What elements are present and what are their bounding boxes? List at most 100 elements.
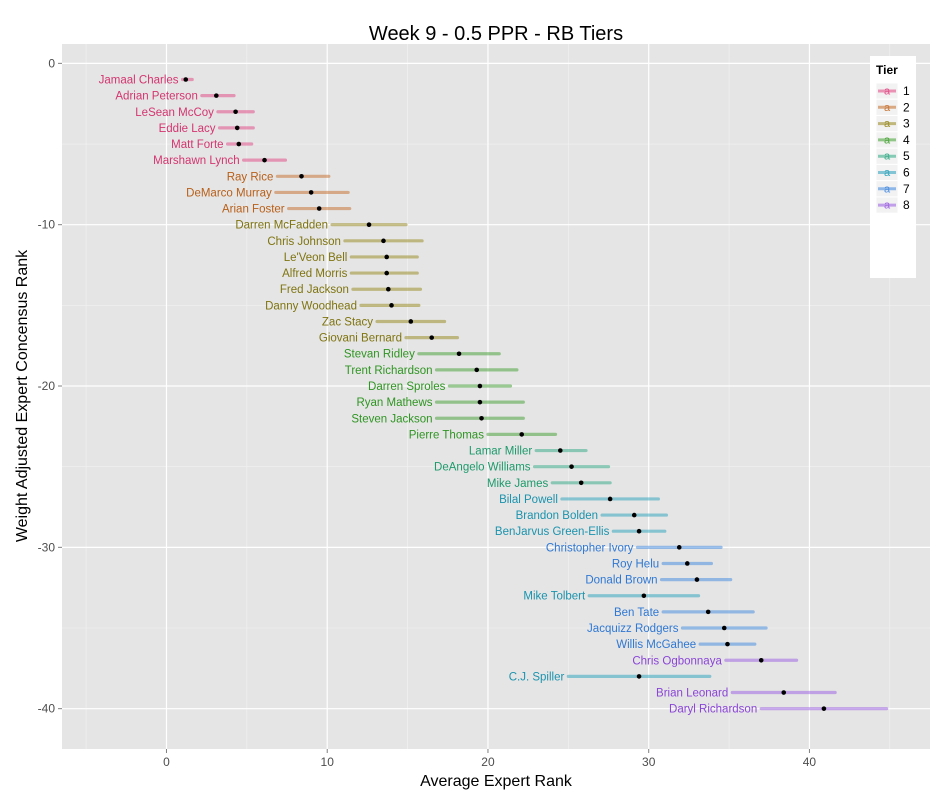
legend-label: 5 <box>903 149 910 163</box>
y-tick-label: -40 <box>38 702 56 716</box>
player-point <box>705 609 711 615</box>
y-tick-label: -30 <box>38 540 56 554</box>
player-point <box>479 415 484 421</box>
player-label: Brandon Bolden <box>516 510 598 522</box>
player-label: Willis McGahee <box>616 639 696 651</box>
player-point <box>557 448 563 453</box>
player-point <box>262 157 267 163</box>
player-point <box>821 706 827 711</box>
player-point <box>578 480 584 486</box>
player-point <box>477 399 483 405</box>
player-label: Le'Veon Bell <box>284 252 348 264</box>
player-label: Ben Tate <box>614 607 659 619</box>
player-label: Brian Leonard <box>656 688 728 700</box>
player-label: Matt Forte <box>171 139 223 151</box>
player-point <box>316 206 322 211</box>
player-point <box>183 77 189 82</box>
player-label: Arian Foster <box>222 204 285 216</box>
player-label: Mike Tolbert <box>523 591 586 603</box>
player-point <box>607 496 613 502</box>
player-label: C.J. Spiller <box>509 671 565 683</box>
player-label: Steven Jackson <box>351 413 432 425</box>
legend-key-glyph: a <box>884 151 891 163</box>
player-point <box>684 561 690 566</box>
player-label: Marshawn Lynch <box>153 155 240 167</box>
player-point <box>386 286 391 292</box>
player-point <box>233 109 238 115</box>
player-point <box>676 545 682 550</box>
player-labels: Jamaal Charles Adrian Peterson LeSean McCo… <box>99 74 758 715</box>
player-point <box>214 93 219 98</box>
legend-key-glyph: a <box>884 102 891 114</box>
player-label: Roy Helu <box>612 558 659 570</box>
player-point <box>758 657 764 663</box>
player-label: Chris Ogbonnaya <box>632 655 722 667</box>
legend-label: 7 <box>903 182 910 196</box>
player-point <box>474 367 480 373</box>
player-point <box>384 270 389 276</box>
player-label: Zac Stacy <box>322 316 373 328</box>
player-point <box>381 238 386 244</box>
player-point <box>384 254 389 260</box>
player-label: Stevan Ridley <box>344 349 415 361</box>
y-tick-label: -10 <box>38 218 56 232</box>
player-label: Jacquizz Rodgers <box>587 623 679 635</box>
legend-key-glyph: a <box>884 167 891 179</box>
player-label: Darren McFadden <box>235 220 328 232</box>
x-tick-label: 40 <box>803 755 817 769</box>
legend-key-glyph: a <box>884 86 891 98</box>
y-axis-ticks: 0 -10 -20 -30 -40 <box>38 56 62 716</box>
player-point <box>721 625 727 631</box>
player-label: Ryan Mathews <box>356 397 432 409</box>
x-axis-title: Average Expert Rank <box>420 773 573 790</box>
player-label: Chris Johnson <box>267 236 341 248</box>
x-axis-ticks: 0 10 20 30 40 <box>163 749 816 769</box>
player-label: Lamar Miller <box>469 446 532 458</box>
player-label: Trent Richardson <box>345 365 433 377</box>
player-label: Bilal Powell <box>499 494 558 506</box>
player-point <box>694 577 700 582</box>
y-tick-label: 0 <box>48 56 55 70</box>
legend-key-glyph: a <box>884 200 891 212</box>
legend-label: 1 <box>903 84 910 98</box>
player-point <box>781 690 787 695</box>
player-label: Jamaal Charles <box>99 74 179 86</box>
player-point <box>456 351 462 357</box>
player-point <box>519 432 525 437</box>
player-point <box>389 303 394 308</box>
player-point <box>477 383 483 389</box>
player-point <box>308 190 314 195</box>
player-label: Danny Woodhead <box>265 300 357 312</box>
player-label: Daryl Richardson <box>669 704 757 716</box>
y-tick-label: -20 <box>38 379 56 393</box>
x-tick-label: 20 <box>481 755 495 769</box>
player-label: DeAngelo Williams <box>434 462 531 474</box>
data-points <box>183 77 827 711</box>
player-label: Donald Brown <box>585 575 657 587</box>
legend-label: 4 <box>903 133 910 147</box>
player-point <box>631 512 637 518</box>
player-point <box>569 464 574 469</box>
x-tick-label: 10 <box>321 755 335 769</box>
player-label: Pierre Thomas <box>409 429 484 441</box>
legend-label: 6 <box>903 166 910 180</box>
plot-panel <box>62 44 930 749</box>
player-point <box>636 674 642 679</box>
chart-title: Week 9 - 0.5 PPR - RB Tiers <box>369 23 623 45</box>
player-point <box>236 141 242 147</box>
legend-key-glyph: a <box>884 183 891 195</box>
player-point <box>299 173 304 179</box>
player-label: BenJarvus Green-Ellis <box>495 526 610 538</box>
legend-label: 2 <box>903 100 910 114</box>
player-label: Adrian Peterson <box>115 91 197 103</box>
player-label: DeMarco Murray <box>186 187 272 199</box>
legend-label: 3 <box>903 117 910 131</box>
legend-key-glyph: a <box>884 134 891 146</box>
player-label: LeSean McCoy <box>135 107 214 119</box>
legend-entries: a 1a 2a 3a 4a 5a 6a 7a 8 <box>875 82 910 214</box>
player-label: Alfred Morris <box>282 268 347 280</box>
player-label: Giovani Bernard <box>319 333 402 345</box>
player-label: Fred Jackson <box>280 284 349 296</box>
